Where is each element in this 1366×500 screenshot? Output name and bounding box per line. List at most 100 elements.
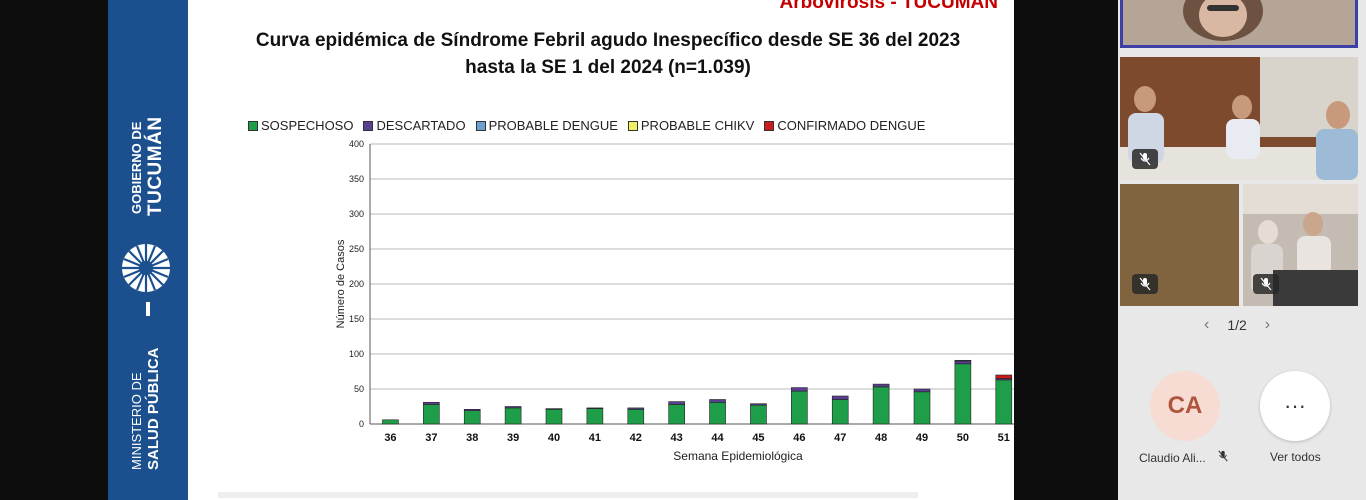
y-axis-title: Número de Casos bbox=[335, 239, 347, 328]
bar-segment bbox=[750, 403, 767, 406]
x-tick-label: 51 bbox=[998, 432, 1010, 444]
bar-segment bbox=[423, 404, 440, 425]
band-divider bbox=[146, 302, 150, 316]
y-tick-label: 50 bbox=[354, 384, 364, 394]
bar-segment bbox=[791, 387, 808, 392]
x-axis-title: Semana Epidemiológica bbox=[673, 449, 803, 463]
gov-line1: GOBIERNO DE bbox=[129, 121, 144, 214]
bar-segment bbox=[872, 386, 890, 425]
y-tick-label: 0 bbox=[359, 419, 364, 429]
x-tick-label: 49 bbox=[916, 432, 928, 444]
presentation-slide: GOBIERNO DE TUCUMÁN MINISTERIO DE SALUD … bbox=[108, 0, 1014, 500]
x-tick-label: 43 bbox=[671, 432, 683, 444]
bar-segment bbox=[872, 383, 890, 388]
y-tick-label: 350 bbox=[349, 174, 364, 184]
bar-segment bbox=[627, 407, 645, 410]
bar-segment bbox=[504, 407, 522, 425]
legend-swatch bbox=[475, 120, 486, 131]
legend-label: SOSPECHOSO bbox=[261, 118, 354, 133]
epidemic-bar-chart: 0 50 100 150 200 250 300 350 400 36 37 38 39 40 41 42 43… bbox=[335, 139, 1014, 463]
y-tick-label: 300 bbox=[349, 209, 364, 219]
page-indicator: 1/2 bbox=[1227, 317, 1247, 333]
bar-segment bbox=[709, 399, 726, 403]
x-tick-label: 46 bbox=[793, 432, 805, 444]
video-tile-meeting-room[interactable] bbox=[1120, 57, 1358, 180]
ministry-line1: MINISTERIO DE bbox=[129, 372, 144, 470]
x-tick-label: 38 bbox=[466, 432, 478, 444]
participant-caption: Claudio Ali... bbox=[1139, 450, 1229, 465]
bar-segment bbox=[504, 406, 522, 409]
x-tick-label: 39 bbox=[507, 432, 519, 444]
bar-segment bbox=[913, 388, 931, 393]
legend-swatch bbox=[363, 120, 374, 131]
chevron-right-icon[interactable]: › bbox=[1264, 316, 1271, 333]
bar-segment bbox=[463, 408, 481, 411]
bar-segment bbox=[668, 401, 685, 405]
y-tick-label: 200 bbox=[349, 279, 364, 289]
legend-item: PROBABLE CHIKV bbox=[627, 118, 755, 133]
legend-item: PROBABLE DENGUE bbox=[475, 118, 618, 133]
meeting-room-video-icon bbox=[1120, 57, 1358, 180]
bar-segment bbox=[545, 408, 563, 425]
chart-title-line2: hasta la SE 1 del 2024 (n=1.039) bbox=[465, 56, 751, 78]
bar-segment bbox=[995, 379, 1013, 425]
bar-segment bbox=[954, 363, 972, 425]
bar-segment bbox=[750, 404, 767, 425]
bar-segment bbox=[831, 399, 849, 425]
bar-segment bbox=[913, 391, 931, 425]
participant-name: Claudio Ali... bbox=[1139, 451, 1206, 465]
bar-segment bbox=[791, 390, 808, 425]
participant-avatar[interactable]: CA bbox=[1150, 371, 1220, 441]
legend-item: CONFIRMADO DENGUE bbox=[764, 118, 925, 133]
bar-segment bbox=[709, 401, 726, 425]
x-tick-label: 50 bbox=[957, 432, 969, 444]
government-band: GOBIERNO DE TUCUMÁN MINISTERIO DE SALUD … bbox=[108, 0, 188, 500]
legend-swatch bbox=[764, 120, 775, 131]
legend-swatch bbox=[627, 120, 638, 131]
legend-label: DESCARTADO bbox=[376, 118, 466, 133]
gov-line2: TUCUMÁN bbox=[145, 116, 166, 216]
x-tick-label: 37 bbox=[425, 432, 437, 444]
chart-title-line1: Curva epidémica de Síndrome Febril agudo… bbox=[255, 30, 961, 51]
x-tick-label: 48 bbox=[875, 432, 887, 444]
chart-title: Curva epidémica de Síndrome Febril agudo… bbox=[218, 28, 998, 81]
bar-segment bbox=[995, 374, 1013, 379]
y-tick-label: 100 bbox=[349, 349, 364, 359]
view-all-label[interactable]: Ver todos bbox=[1270, 450, 1321, 464]
x-tick-label: 44 bbox=[711, 432, 724, 444]
bar-segment bbox=[545, 408, 563, 410]
bar-segment bbox=[586, 407, 604, 409]
bar-segment bbox=[586, 408, 604, 425]
office-video-icon bbox=[1243, 184, 1358, 306]
x-tick-label: 41 bbox=[589, 432, 601, 444]
legend-swatch bbox=[248, 120, 258, 131]
slide-banner: Arbovirosis - TUCUMAN bbox=[779, 0, 998, 13]
bar-segment bbox=[463, 410, 481, 425]
ministry-line2: SALUD PÚBLICA bbox=[145, 347, 162, 471]
legend-label: PROBABLE CHIKV bbox=[640, 118, 755, 133]
bar-segment bbox=[627, 408, 645, 425]
video-tile-camera-off[interactable] bbox=[1120, 184, 1239, 306]
mic-off-icon bbox=[1132, 274, 1158, 294]
participant-pager: ‹ 1/2 › bbox=[1204, 316, 1270, 334]
view-all-button[interactable]: ··· bbox=[1260, 371, 1330, 441]
bar-segment bbox=[382, 419, 399, 425]
y-tick-label: 250 bbox=[349, 244, 364, 254]
chevron-left-icon[interactable]: ‹ bbox=[1204, 316, 1210, 333]
tucuman-logo-icon bbox=[122, 244, 170, 292]
x-tick-label: 36 bbox=[384, 432, 396, 444]
video-tile-office[interactable] bbox=[1243, 184, 1358, 306]
x-tick-label: 47 bbox=[834, 432, 846, 444]
y-tick-label: 400 bbox=[349, 139, 364, 149]
speaker-video-icon bbox=[1123, 0, 1355, 45]
slide-footer-faded bbox=[218, 492, 918, 498]
y-tick-label: 150 bbox=[349, 314, 364, 324]
shared-screen-area: GOBIERNO DE TUCUMÁN MINISTERIO DE SALUD … bbox=[0, 0, 1118, 500]
x-tick-label: 45 bbox=[752, 432, 764, 444]
chart-legend: SOSPECHOSO DESCARTADO PROBABLE DENGUE PROBA… bbox=[248, 118, 925, 133]
bar-segment bbox=[831, 395, 849, 400]
bar-segment bbox=[668, 404, 685, 425]
video-tile-active-speaker[interactable] bbox=[1120, 0, 1358, 48]
legend-item: DESCARTADO bbox=[363, 118, 466, 133]
mic-off-icon bbox=[1132, 149, 1158, 169]
